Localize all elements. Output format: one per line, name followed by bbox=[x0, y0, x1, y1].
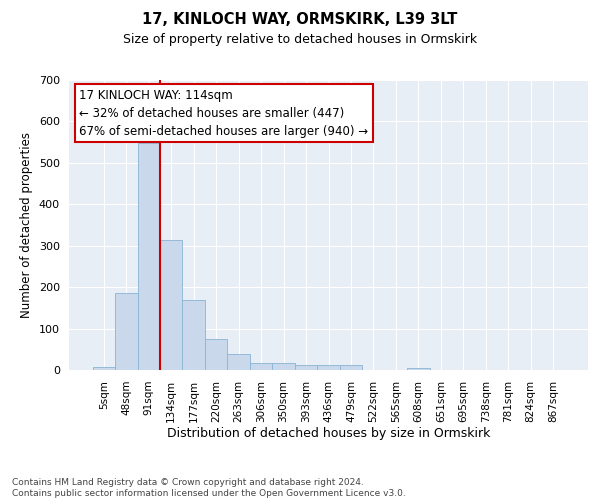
Text: Size of property relative to detached houses in Ormskirk: Size of property relative to detached ho… bbox=[123, 32, 477, 46]
Bar bbox=[92, 366, 115, 370]
Bar bbox=[205, 338, 227, 370]
Text: Distribution of detached houses by size in Ormskirk: Distribution of detached houses by size … bbox=[167, 428, 490, 440]
Bar bbox=[227, 354, 250, 370]
Bar bbox=[160, 240, 182, 370]
Bar bbox=[295, 366, 317, 370]
Text: 17 KINLOCH WAY: 114sqm
← 32% of detached houses are smaller (447)
67% of semi-de: 17 KINLOCH WAY: 114sqm ← 32% of detached… bbox=[79, 88, 368, 138]
Bar bbox=[407, 368, 430, 370]
Y-axis label: Number of detached properties: Number of detached properties bbox=[20, 132, 33, 318]
Bar bbox=[272, 363, 295, 370]
Bar bbox=[317, 366, 340, 370]
Bar bbox=[137, 144, 160, 370]
Bar bbox=[340, 366, 362, 370]
Text: Contains HM Land Registry data © Crown copyright and database right 2024.
Contai: Contains HM Land Registry data © Crown c… bbox=[12, 478, 406, 498]
Bar bbox=[250, 363, 272, 370]
Bar bbox=[182, 300, 205, 370]
Bar bbox=[115, 293, 137, 370]
Text: 17, KINLOCH WAY, ORMSKIRK, L39 3LT: 17, KINLOCH WAY, ORMSKIRK, L39 3LT bbox=[142, 12, 458, 28]
